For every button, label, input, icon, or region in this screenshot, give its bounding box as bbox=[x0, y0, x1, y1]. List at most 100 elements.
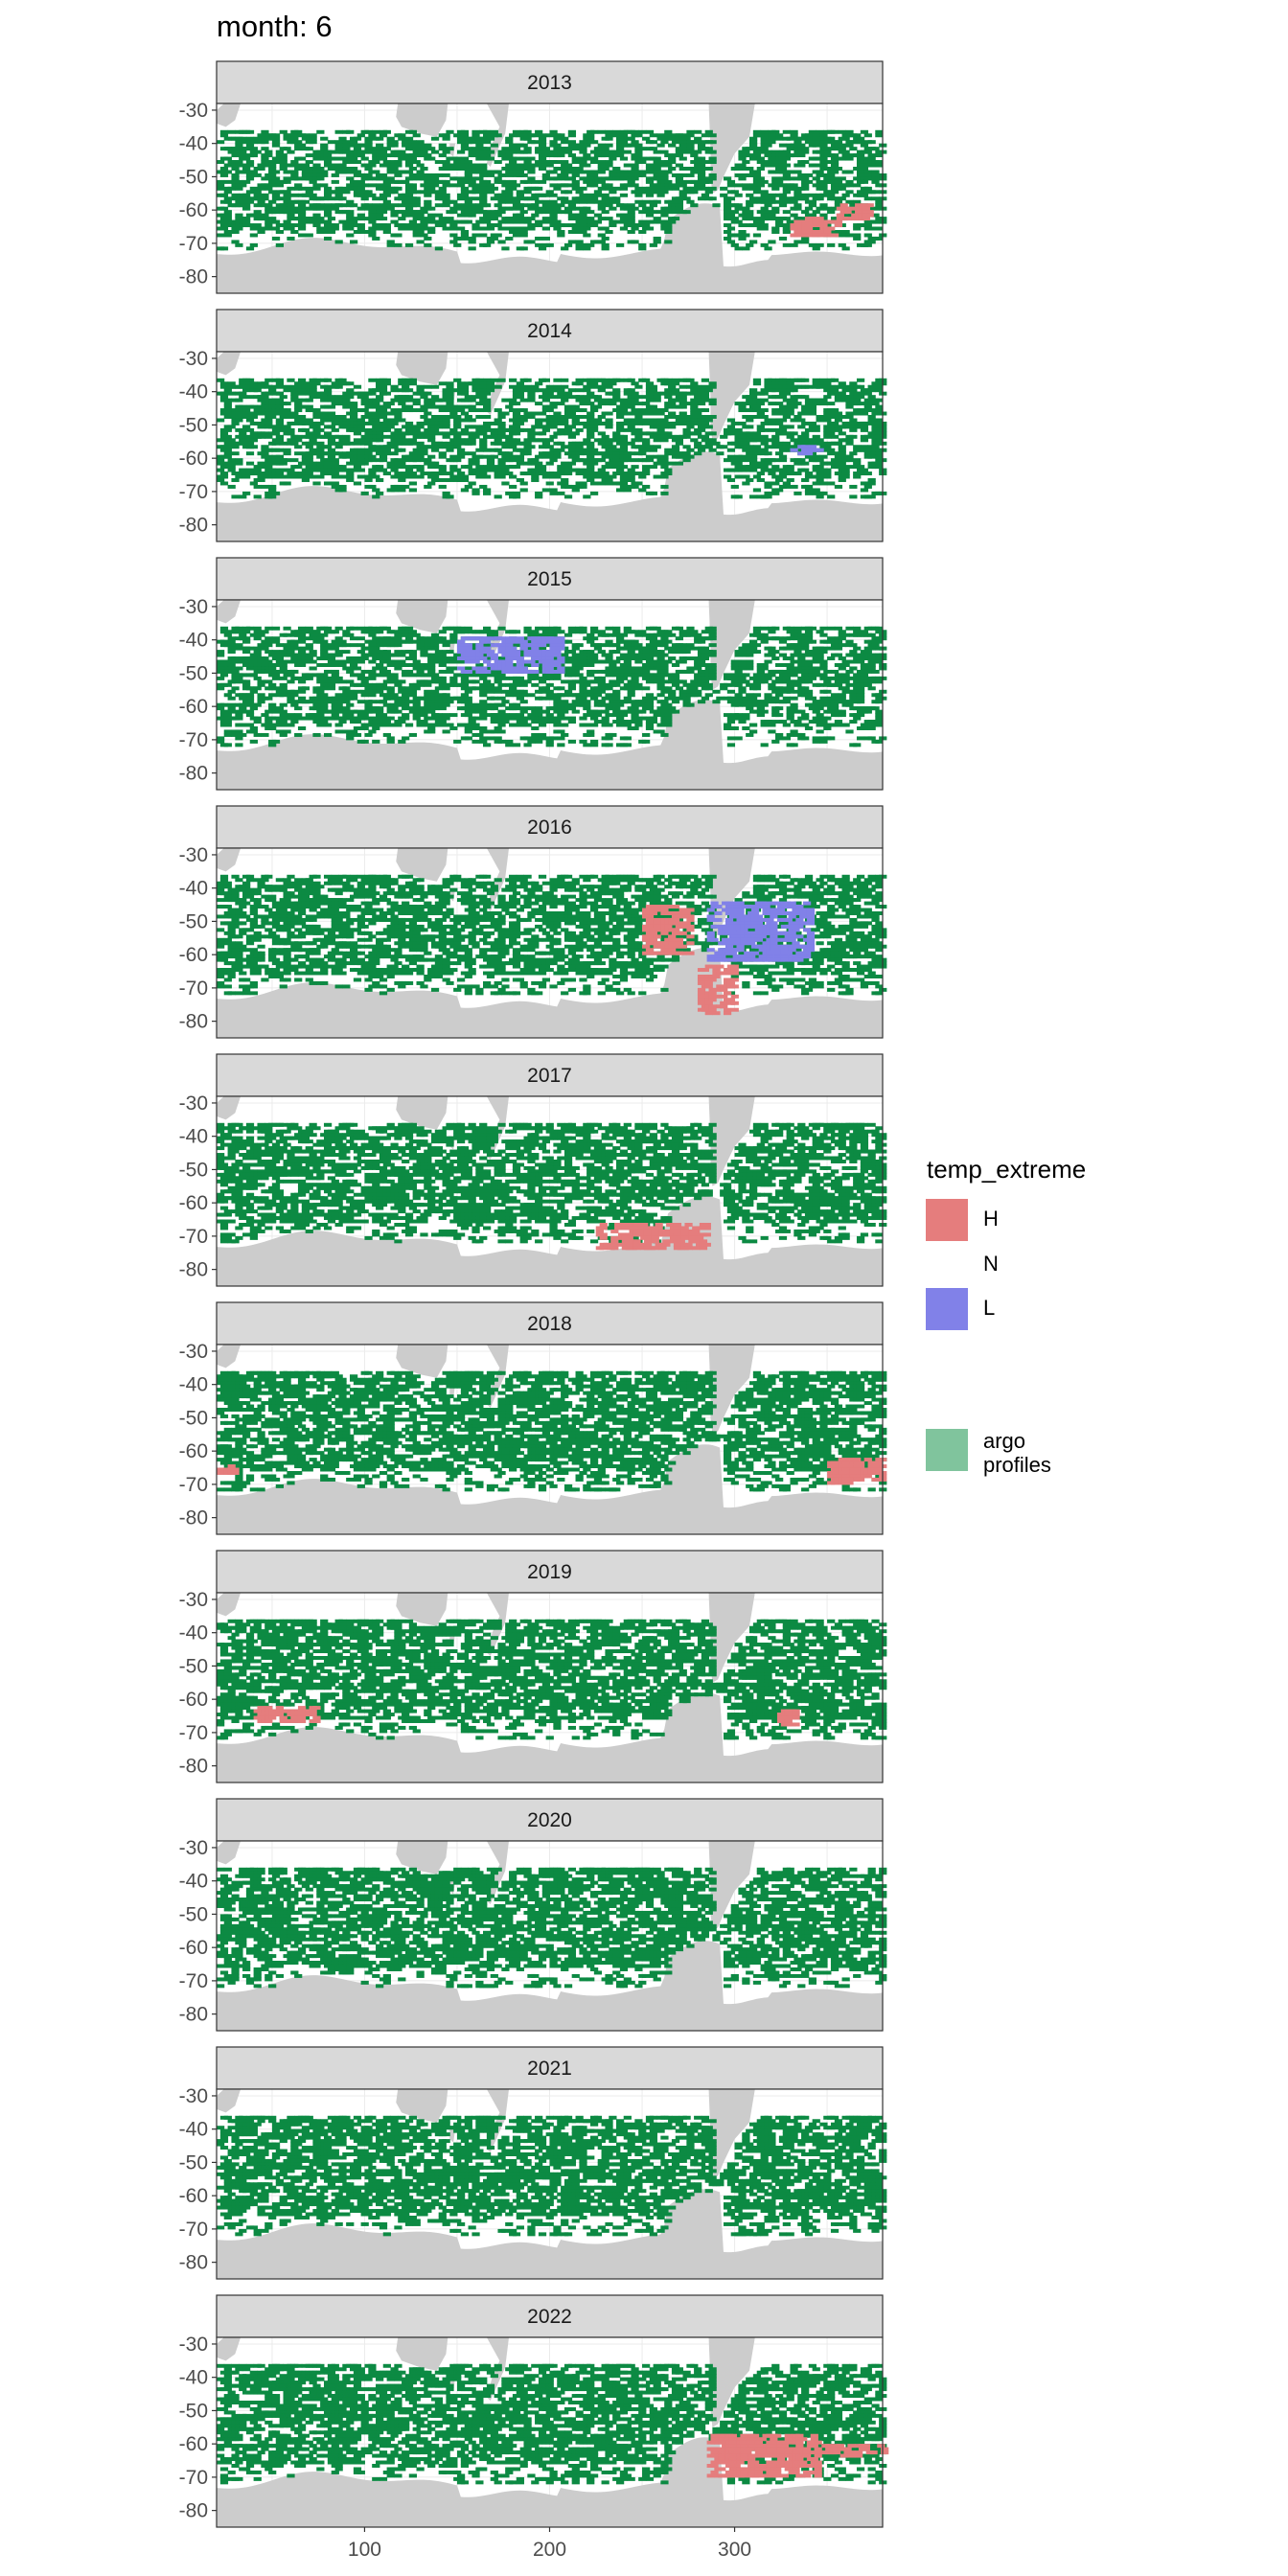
argo-tile bbox=[708, 160, 717, 165]
argo-tile bbox=[760, 136, 769, 141]
argo-tile bbox=[756, 478, 765, 482]
argo-tile bbox=[819, 193, 828, 197]
argo-tile bbox=[486, 226, 495, 231]
argo-tile bbox=[453, 203, 462, 208]
argo-tile bbox=[231, 240, 240, 244]
argo-tile bbox=[638, 147, 647, 151]
argo-tile bbox=[446, 408, 454, 413]
extreme-tile bbox=[794, 230, 802, 234]
argo-tile bbox=[323, 445, 333, 449]
argo-tile bbox=[331, 427, 339, 432]
argo-tile bbox=[376, 395, 384, 400]
argo-tile bbox=[782, 415, 791, 419]
argo-tile bbox=[605, 183, 613, 188]
argo-tile bbox=[427, 186, 436, 191]
argo-tile bbox=[583, 438, 591, 443]
argo-tile bbox=[257, 384, 265, 389]
argo-tile bbox=[845, 395, 854, 400]
argo-tile bbox=[775, 488, 784, 493]
argo-tile bbox=[271, 136, 281, 141]
argo-tile bbox=[331, 421, 339, 426]
argo-tile bbox=[268, 484, 277, 489]
argo-tile bbox=[834, 167, 843, 171]
argo-tile bbox=[567, 240, 577, 244]
argo-tile bbox=[690, 203, 699, 208]
argo-tile bbox=[294, 445, 303, 449]
argo-tile bbox=[771, 411, 780, 416]
argo-tile bbox=[664, 448, 673, 452]
argo-tile bbox=[438, 143, 447, 148]
argo-tile bbox=[634, 434, 643, 439]
land-mass bbox=[396, 352, 448, 385]
argo-tile bbox=[464, 484, 472, 489]
argo-tile bbox=[649, 203, 657, 208]
argo-tile bbox=[812, 454, 820, 459]
argo-tile bbox=[398, 408, 406, 413]
argo-tile bbox=[575, 472, 584, 476]
argo-tile bbox=[430, 150, 440, 154]
argo-tile bbox=[638, 488, 647, 493]
argo-tile bbox=[597, 163, 606, 168]
argo-tile bbox=[749, 454, 758, 459]
argo-tile bbox=[294, 388, 303, 393]
argo-tile bbox=[346, 474, 355, 479]
argo-tile bbox=[538, 465, 547, 470]
argo-tile bbox=[845, 156, 854, 161]
argo-tile bbox=[386, 441, 395, 446]
argo-tile bbox=[708, 384, 717, 389]
argo-tile bbox=[438, 451, 447, 456]
argo-tile bbox=[752, 431, 762, 436]
argo-tile bbox=[808, 203, 816, 208]
argo-tile bbox=[801, 150, 810, 154]
argo-tile bbox=[675, 461, 683, 466]
argo-tile bbox=[320, 183, 329, 188]
argo-tile bbox=[219, 223, 229, 228]
extreme-tile bbox=[801, 233, 810, 238]
argo-tile bbox=[694, 186, 702, 191]
argo-tile bbox=[609, 398, 617, 402]
argo-tile bbox=[494, 438, 502, 443]
argo-tile bbox=[268, 494, 277, 499]
argo-tile bbox=[616, 415, 625, 419]
argo-tile bbox=[472, 190, 480, 195]
argo-tile bbox=[249, 170, 258, 174]
argo-tile bbox=[245, 199, 255, 204]
argo-tile bbox=[268, 190, 277, 195]
argo-tile bbox=[593, 176, 603, 181]
argo-tile bbox=[827, 427, 836, 432]
argo-tile bbox=[271, 170, 281, 174]
argo-tile bbox=[653, 156, 661, 161]
argo-tile bbox=[342, 421, 351, 426]
argo-tile bbox=[424, 484, 432, 489]
argo-tile bbox=[686, 448, 695, 452]
argo-tile bbox=[453, 425, 462, 429]
argo-tile bbox=[668, 402, 677, 406]
argo-tile bbox=[801, 431, 810, 436]
argo-tile bbox=[239, 183, 247, 188]
argo-tile bbox=[631, 418, 639, 423]
argo-tile bbox=[364, 190, 373, 195]
argo-tile bbox=[564, 170, 573, 174]
argo-tile bbox=[287, 186, 295, 191]
argo-tile bbox=[438, 468, 447, 472]
argo-tile bbox=[501, 179, 510, 184]
argo-tile bbox=[316, 217, 325, 221]
argo-tile bbox=[782, 391, 791, 396]
argo-tile bbox=[642, 465, 651, 470]
argo-tile bbox=[668, 156, 677, 161]
argo-tile bbox=[398, 488, 406, 493]
argo-tile bbox=[494, 408, 502, 413]
argo-tile bbox=[682, 434, 691, 439]
argo-tile bbox=[597, 160, 606, 165]
argo-tile bbox=[386, 461, 395, 466]
argo-tile bbox=[279, 474, 288, 479]
argo-tile bbox=[605, 384, 613, 389]
argo-tile bbox=[290, 223, 299, 228]
argo-tile bbox=[394, 438, 402, 443]
argo-tile bbox=[316, 203, 325, 208]
argo-tile bbox=[697, 176, 706, 181]
argo-tile bbox=[239, 411, 247, 416]
argo-tile bbox=[589, 223, 599, 228]
argo-tile bbox=[379, 150, 388, 154]
argo-tile bbox=[541, 378, 550, 382]
